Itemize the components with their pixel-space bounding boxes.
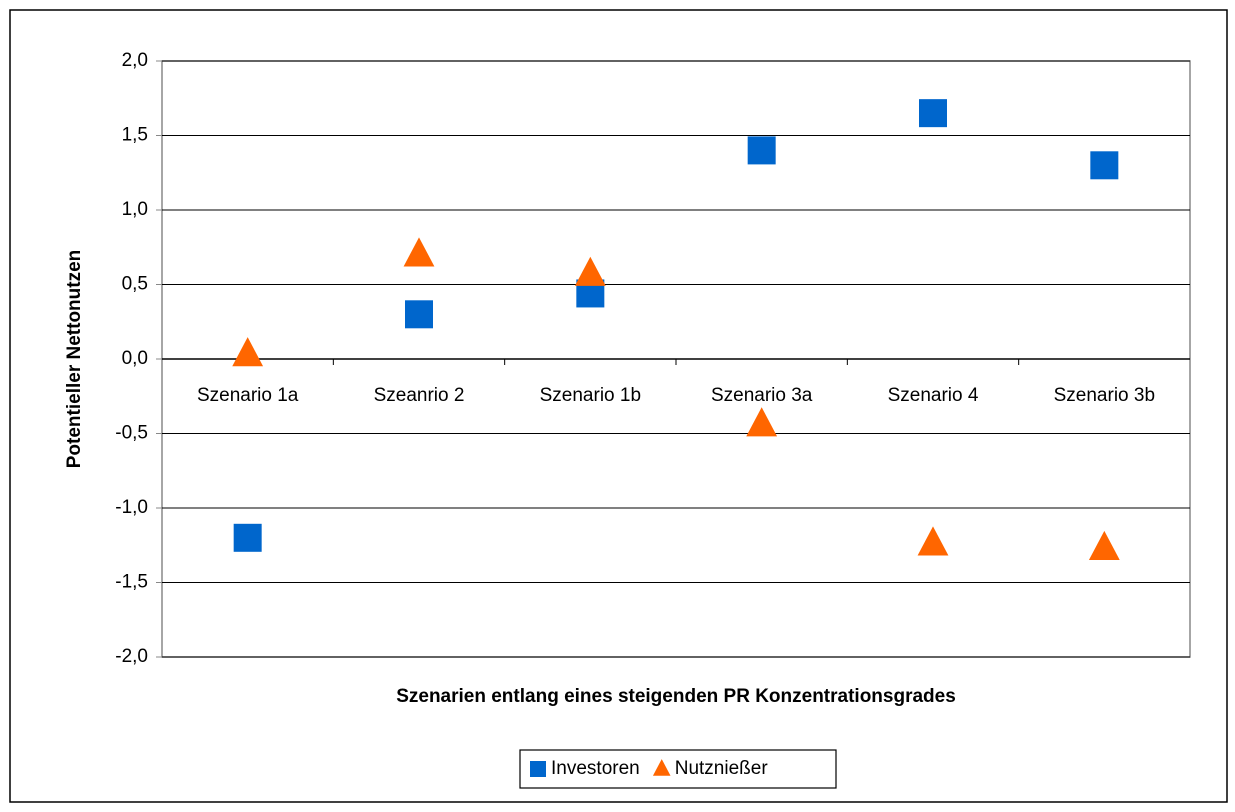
y-tick-label: 0,5 (122, 274, 148, 295)
legend-label: Investoren (551, 758, 640, 779)
marker-square (747, 136, 776, 165)
x-tick-label: Szenario 1a (197, 385, 299, 406)
y-tick-label: -1,5 (115, 572, 148, 593)
x-axis-title: Szenarien entlang eines steigenden PR Ko… (396, 686, 956, 707)
y-tick-label: -0,5 (115, 423, 148, 444)
marker-triangle (403, 237, 435, 267)
y-axis-title: Potentieller Nettonutzen (64, 250, 85, 469)
marker-triangle (232, 337, 264, 367)
y-tick-label: 1,5 (122, 125, 148, 146)
y-tick-label: -2,0 (115, 646, 148, 667)
marker-triangle (1088, 530, 1120, 560)
marker-triangle (746, 407, 778, 437)
y-tick-label: 1,0 (122, 199, 148, 220)
x-tick-label: Szenario 3b (1054, 385, 1155, 406)
legend-box (519, 749, 837, 789)
y-tick-label: -1,0 (115, 497, 148, 518)
marker-square (1090, 151, 1119, 180)
marker-triangle (917, 526, 949, 556)
x-tick-label: Szenario 1b (540, 385, 641, 406)
x-tick-label: Szenario 4 (888, 385, 979, 406)
marker-square (919, 99, 947, 128)
x-tick-label: Szeanrio 2 (374, 385, 465, 406)
legend-label: Nutznießer (675, 758, 769, 779)
marker-square (530, 761, 546, 777)
chart-border (9, 9, 1228, 803)
marker-triangle (652, 759, 671, 776)
x-tick-label: Szenario 3a (711, 385, 813, 406)
marker-triangle (574, 256, 606, 286)
marker-square (233, 523, 262, 552)
marker-square (405, 300, 433, 329)
y-tick-label: 0,0 (122, 348, 148, 369)
y-tick-label: 2,0 (122, 50, 148, 71)
